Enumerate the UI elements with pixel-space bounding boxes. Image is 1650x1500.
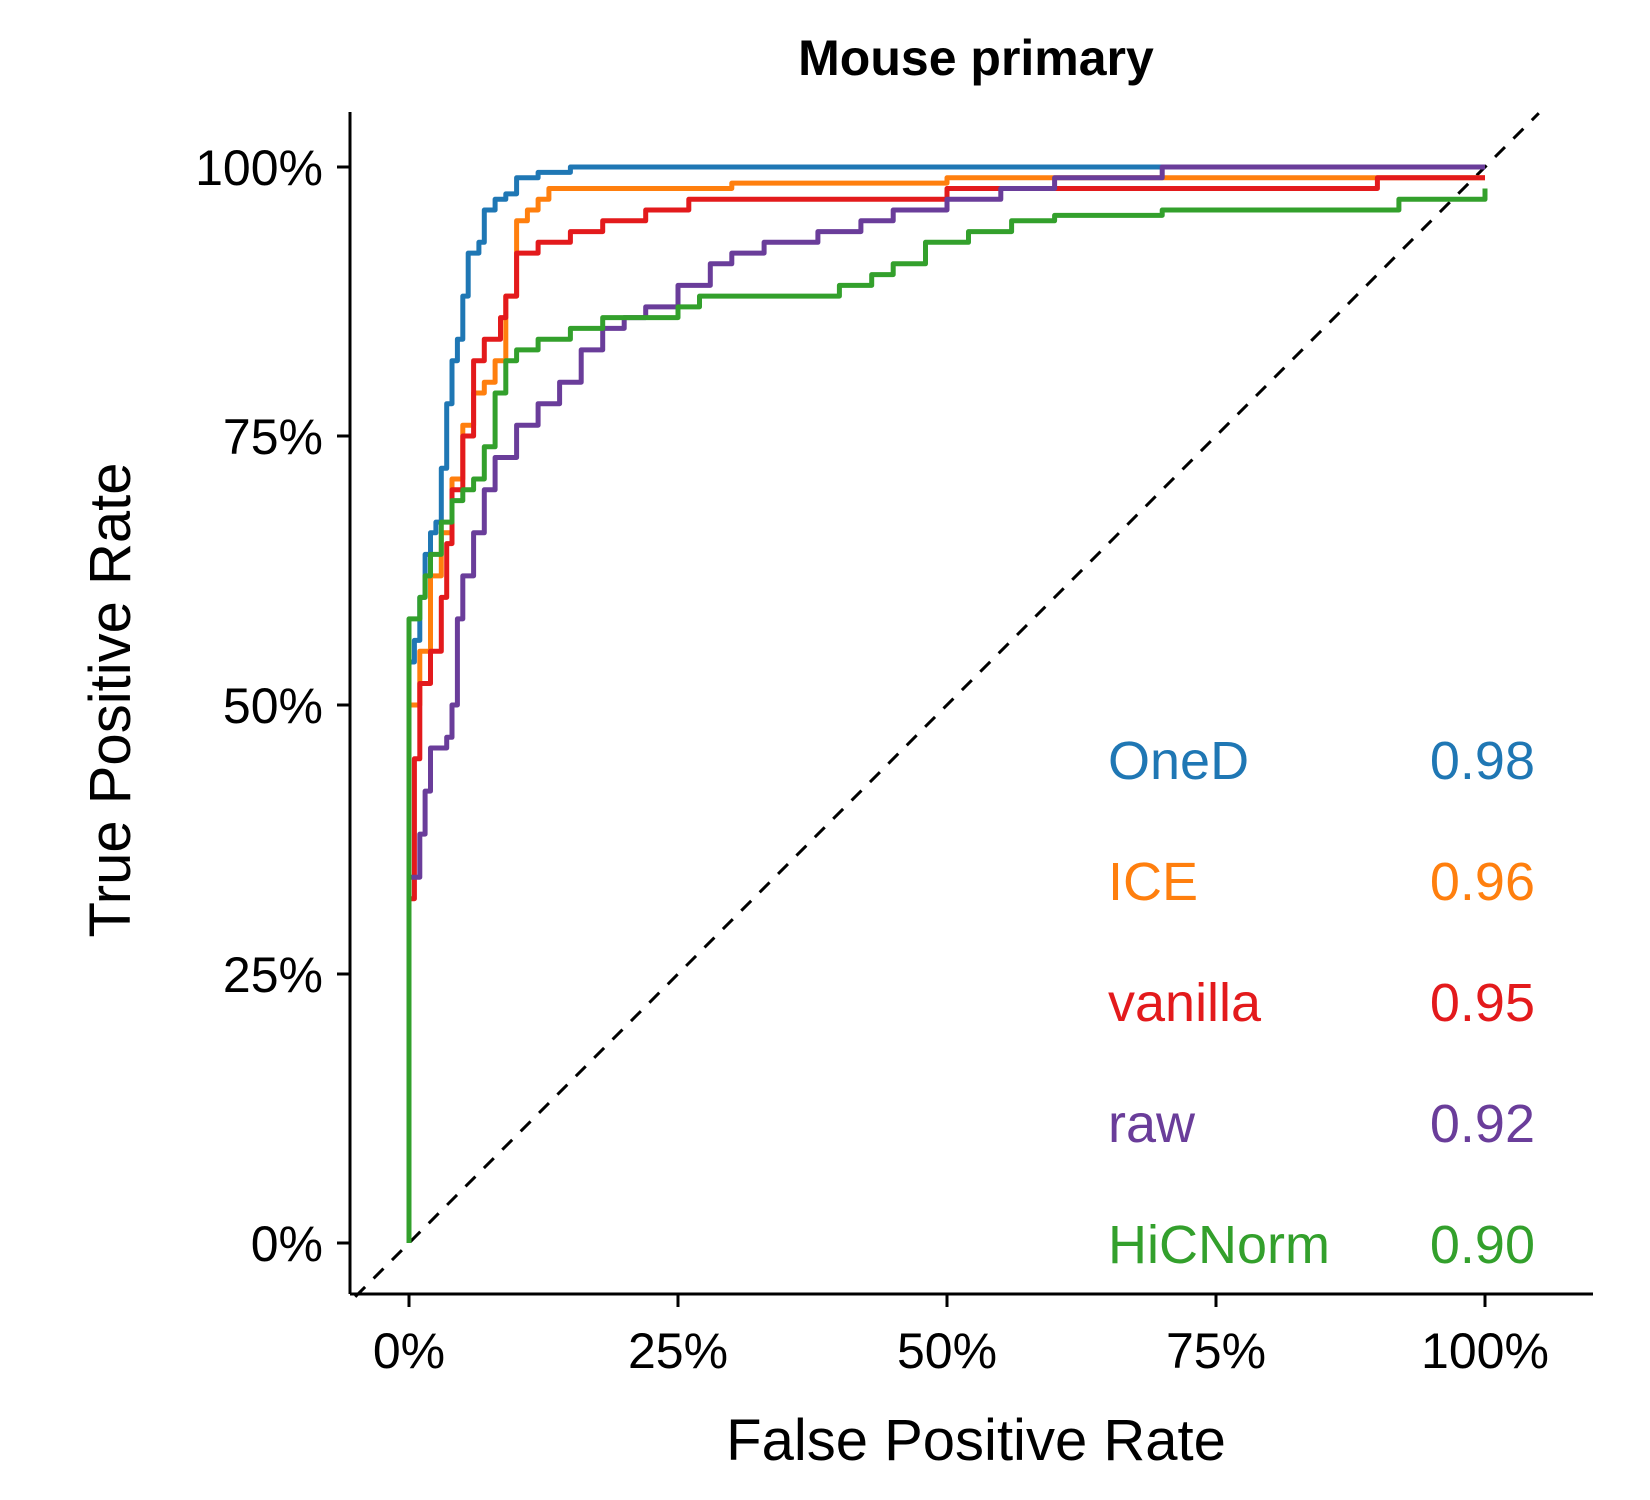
y-tick-label: 0% [251, 1216, 323, 1272]
x-tick-label: 100% [1421, 1323, 1549, 1379]
legend-label-oned: OneD [1108, 731, 1249, 791]
legend-auc-oned: 0.98 [1430, 731, 1535, 791]
legend-auc-hicnorm: 0.90 [1430, 1215, 1535, 1275]
series-line-hicnorm [406, 188, 1488, 1243]
legend-auc-vanilla: 0.95 [1430, 973, 1535, 1033]
series-line-ice [406, 175, 1485, 1243]
legend: OneD 0.98 ICE 0.96 vanilla 0.95 raw 0.92 HiCNorm… [1108, 731, 1535, 1275]
x-tick-label: 0% [373, 1323, 445, 1379]
y-ticks: 0% 25% 50% 75% 100% [195, 140, 350, 1272]
chart-title: Mouse primary [798, 30, 1154, 86]
diagonal-reference-line [354, 112, 1540, 1298]
series-line-raw [406, 164, 1485, 1243]
plot-area [354, 112, 1540, 1298]
x-tick-label: 75% [1166, 1323, 1266, 1379]
legend-label-raw: raw [1108, 1094, 1196, 1154]
x-tick-label: 50% [897, 1323, 997, 1379]
y-tick-label: 25% [223, 947, 323, 1003]
y-tick-label: 75% [223, 409, 323, 465]
y-tick-label: 100% [195, 140, 323, 196]
legend-auc-ice: 0.96 [1430, 852, 1535, 912]
legend-auc-raw: 0.92 [1430, 1094, 1535, 1154]
legend-label-vanilla: vanilla [1108, 973, 1262, 1033]
y-tick-label: 50% [223, 678, 323, 734]
x-axis-title: False Positive Rate [726, 1408, 1226, 1473]
legend-label-hicnorm: HiCNorm [1108, 1215, 1330, 1275]
x-tick-label: 25% [628, 1323, 728, 1379]
legend-label-ice: ICE [1108, 852, 1198, 912]
series-line-vanilla [406, 175, 1485, 1243]
y-axis-title: True Positive Rate [78, 463, 143, 938]
x-ticks: 0% 25% 50% 75% 100% [373, 1294, 1549, 1379]
